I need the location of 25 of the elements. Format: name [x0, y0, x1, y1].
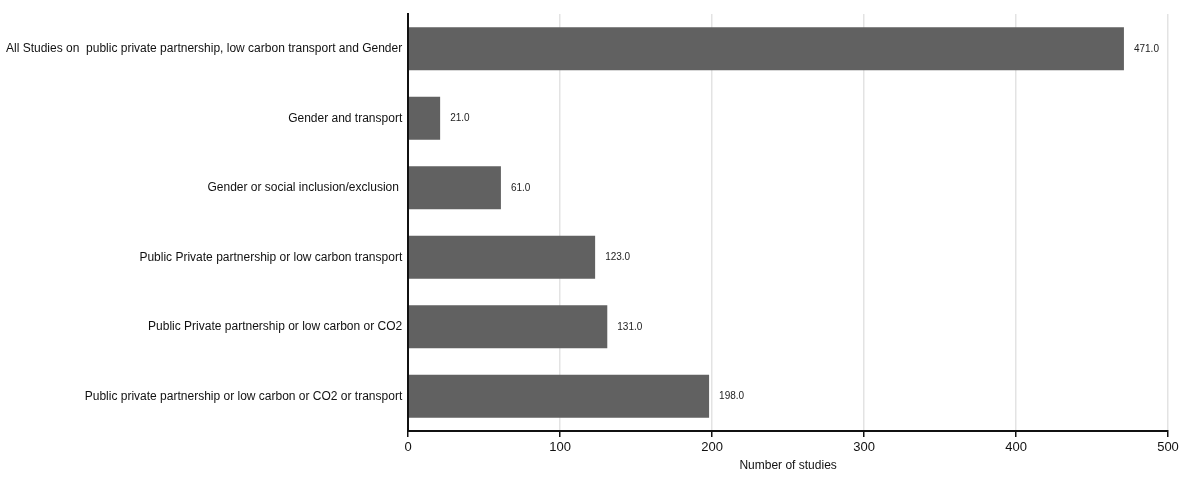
data-label: 471.0	[1133, 42, 1160, 54]
data-label: 123.0	[605, 251, 631, 262]
y-tick-label: Gender or social inclusion/exclusion	[207, 180, 403, 195]
data-label: 61.0	[510, 181, 531, 193]
data-label: 21.0	[450, 112, 471, 123]
bar	[408, 235, 596, 279]
bar	[408, 96, 441, 140]
x-tick-label: 100	[549, 439, 572, 455]
y-tick-label: Gender and transport	[288, 110, 403, 125]
data-label: 131.0	[617, 320, 643, 332]
y-tick-label: Public Private partnership or low carbon transport	[139, 249, 403, 264]
x-tick-label: 400	[1005, 439, 1027, 455]
bar	[408, 27, 1124, 71]
y-tick-label: All Studies on public private partnership, low carbon transport and Gender	[5, 41, 403, 56]
bar	[408, 166, 501, 210]
bar	[408, 374, 710, 418]
x-tick-label: 200	[701, 439, 723, 455]
y-tick-label: Public private partnership or low carbon or CO2 or transport	[84, 388, 403, 403]
x-tick-label: 300	[853, 439, 875, 455]
data-label: 198.0	[719, 390, 745, 401]
x-axis-title: Number of studies	[739, 458, 837, 473]
y-tick-label: Public Private partnership or low carbon or CO2	[148, 319, 403, 334]
x-tick-label: 500	[1157, 439, 1179, 455]
bar	[408, 305, 608, 349]
x-tick-label: 0	[404, 439, 412, 455]
